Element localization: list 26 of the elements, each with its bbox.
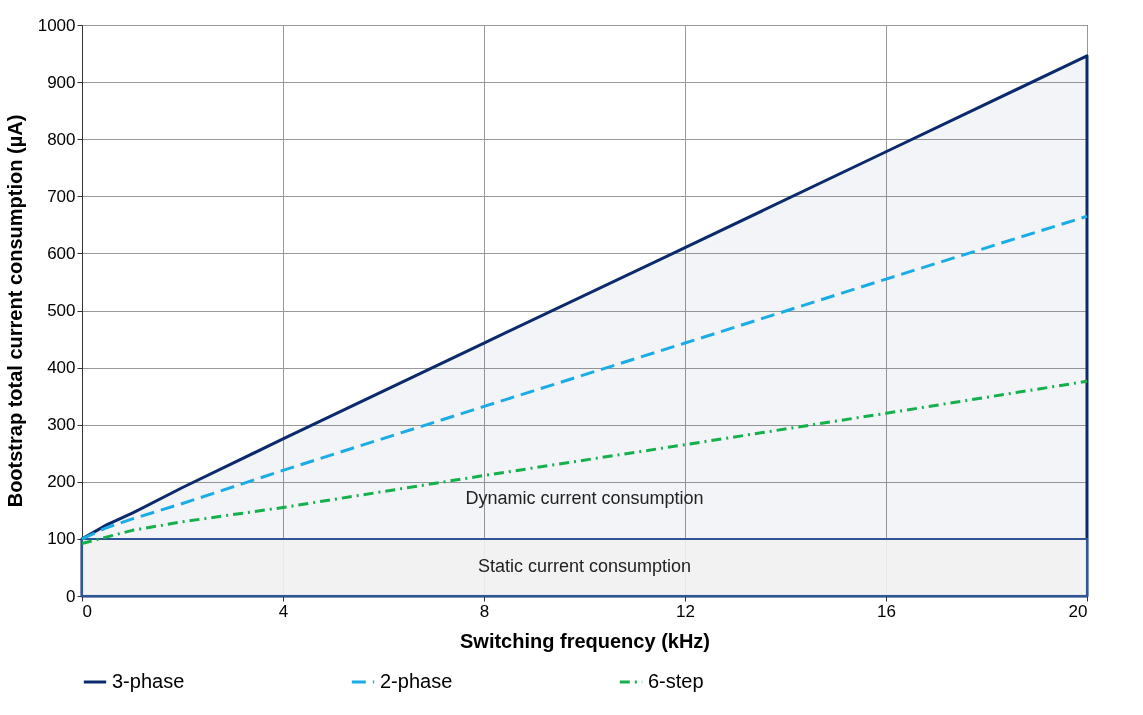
x-tick-label: 16 (877, 601, 896, 621)
y-tick-label: 200 (47, 472, 76, 492)
legend-label: 3-phase (112, 670, 185, 692)
x-tick-label: 8 (479, 601, 490, 621)
legend-label: 6-step (648, 670, 704, 692)
x-tick-label: 12 (676, 601, 695, 621)
y-tick-label: 300 (47, 415, 76, 435)
y-tick-label: 100 (47, 529, 76, 549)
y-tick-label: 900 (47, 72, 76, 92)
band-label: Static current consumption (477, 556, 692, 577)
x-tick-label: 20 (1068, 601, 1088, 621)
x-tick-label: 0 (82, 601, 92, 621)
x-tick-label: 4 (278, 601, 289, 621)
annotation: Dynamic current consumption (465, 487, 704, 508)
y-tick-label: 700 (47, 186, 76, 206)
y-tick-label: 0 (66, 586, 76, 606)
y-tick-label: 600 (47, 243, 76, 263)
line-series (80, 379, 1089, 545)
y-tick-label: 1000 (37, 15, 76, 35)
line-series (80, 214, 1089, 541)
legend-label: 2-phase (380, 670, 453, 692)
x-axis-title: Switching frequency (kHz) (459, 629, 711, 652)
y-tick-label: 500 (47, 301, 76, 320)
y-tick-label: 800 (47, 129, 76, 149)
y-axis-title: Bootstrap total current consumption (µA) (3, 114, 26, 508)
y-tick-label: 400 (47, 358, 76, 378)
